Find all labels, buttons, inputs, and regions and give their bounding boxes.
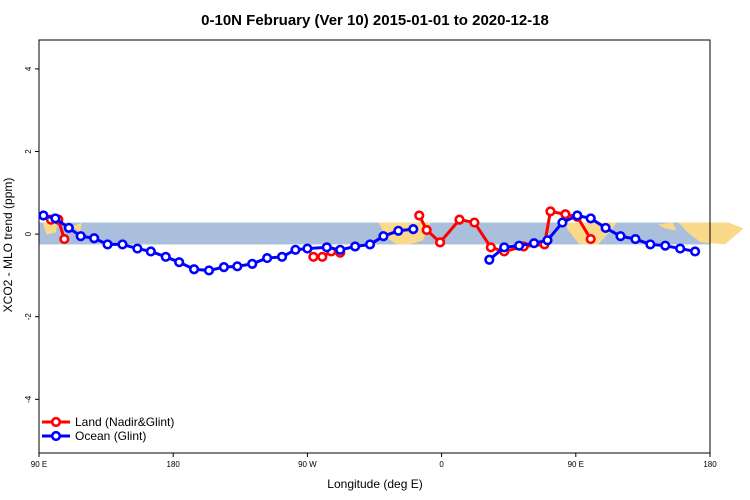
- data-point: [145, 246, 156, 257]
- x-tick-label: 180: [167, 460, 181, 469]
- data-point: [545, 206, 556, 217]
- data-point: [528, 238, 540, 249]
- data-point: [585, 233, 596, 245]
- legend-marker: [50, 430, 62, 442]
- data-point: [160, 251, 171, 262]
- plot-area: [38, 39, 744, 454]
- series-ocean: [38, 210, 701, 276]
- land-area-6: [678, 222, 744, 245]
- x-tick-label: 180: [703, 460, 717, 469]
- land-area-1: [42, 222, 58, 235]
- y-tick-label: 2: [24, 149, 33, 154]
- legend-marker: [50, 416, 62, 428]
- y-axis: -4 -2 0 2 4: [24, 66, 39, 403]
- data-point: [262, 252, 273, 264]
- data-point: [203, 265, 215, 276]
- data-point: [63, 222, 74, 234]
- data-point: [247, 258, 258, 269]
- data-point: [689, 246, 701, 257]
- data-point: [660, 240, 671, 251]
- data-point: [585, 213, 596, 224]
- data-point: [117, 239, 128, 250]
- x-tick-label: 0: [439, 460, 444, 469]
- data-point: [102, 239, 113, 250]
- y-tick-label: -2: [24, 313, 33, 321]
- data-point: [542, 235, 553, 246]
- y-axis-label: XCO2 - MLO trend (ppm): [1, 178, 15, 313]
- y-tick-label: 4: [24, 66, 33, 71]
- data-point: [89, 233, 100, 244]
- data-point: [38, 210, 49, 221]
- data-point: [572, 210, 583, 221]
- data-point: [393, 225, 404, 236]
- data-point: [50, 213, 61, 224]
- data-point: [364, 239, 376, 250]
- x-axis-label: Longitude (deg E): [327, 477, 422, 491]
- x-tick-label: 90 E: [31, 460, 47, 469]
- data-point: [408, 224, 419, 235]
- data-point: [600, 222, 611, 234]
- x-tick-label: 90 E: [568, 460, 584, 469]
- data-point: [560, 209, 571, 220]
- data-point: [469, 217, 480, 228]
- data-point: [557, 217, 568, 228]
- data-point: [499, 242, 510, 253]
- data-point: [485, 242, 496, 253]
- plot-border: [38, 39, 711, 454]
- data-point: [232, 261, 243, 272]
- data-point: [59, 233, 70, 245]
- x-axis: 90 E 180 90 W 0 90 E 180: [31, 453, 717, 469]
- data-point: [514, 240, 525, 251]
- data-point: [317, 251, 328, 262]
- legend: Land (Nadir&Glint)Ocean (Glint): [42, 415, 174, 443]
- data-point: [421, 224, 432, 236]
- data-point: [378, 231, 389, 242]
- data-point: [630, 233, 641, 245]
- data-point: [350, 241, 361, 252]
- data-point: [321, 242, 332, 253]
- data-point: [75, 231, 86, 242]
- data-point: [302, 243, 313, 254]
- data-point: [132, 243, 143, 254]
- y-tick-label: 0: [24, 231, 33, 236]
- chart-title: 0-10N February (Ver 10) 2015-01-01 to 20…: [201, 12, 549, 29]
- land-area-5: [657, 222, 677, 231]
- x-tick-label: 90 W: [298, 460, 317, 469]
- legend-label: Ocean (Glint): [75, 429, 146, 443]
- data-point: [675, 243, 686, 254]
- data-point: [308, 251, 319, 262]
- data-point: [290, 244, 301, 255]
- data-point: [218, 262, 229, 273]
- data-point: [484, 254, 495, 265]
- data-point: [276, 251, 288, 262]
- data-point: [615, 231, 626, 242]
- data-point: [414, 210, 425, 221]
- legend-label: Land (Nadir&Glint): [75, 415, 174, 429]
- data-point: [174, 257, 185, 268]
- data-point: [335, 244, 346, 255]
- data-point: [188, 264, 200, 275]
- data-point: [454, 214, 465, 225]
- y-tick-label: -4: [24, 395, 33, 403]
- data-point: [645, 239, 656, 250]
- data-point: [435, 237, 446, 248]
- land-area-2: [72, 222, 82, 233]
- background-band: [39, 222, 710, 245]
